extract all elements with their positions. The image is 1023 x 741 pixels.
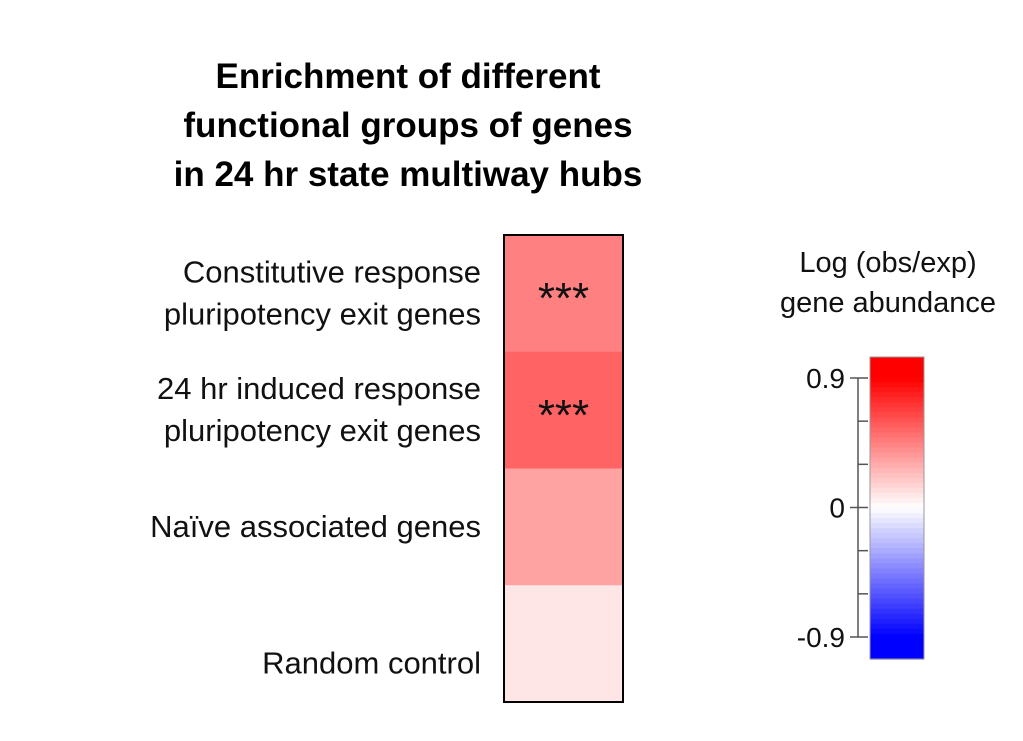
colorbar-segment	[870, 528, 924, 534]
colorbar-segment	[870, 442, 924, 449]
colorbar-segment	[870, 457, 924, 464]
heatmap-cell	[504, 468, 623, 586]
colorbar-segment	[870, 362, 924, 368]
colorbar-segment	[870, 558, 924, 564]
row-label: Random control	[262, 646, 481, 681]
colorbar-segment	[870, 508, 924, 514]
colorbar-frame	[869, 356, 925, 660]
heatmap-cells	[504, 235, 623, 703]
row-label: pluripotency exit genes	[164, 296, 481, 331]
row-label: Naïve associated genes	[150, 509, 481, 544]
row-labels: Constitutive response pluripotency exit g…	[150, 254, 481, 680]
colorbar-segment	[870, 372, 924, 378]
colorbar-segment	[870, 598, 924, 605]
colorbar-segment	[870, 653, 924, 660]
colorbar-segment	[870, 513, 924, 519]
colorbar-segment	[870, 382, 924, 388]
colorbar-segment	[870, 417, 924, 424]
colorbar-segment	[870, 377, 924, 383]
colorbar-segment	[870, 533, 924, 539]
colorbar-segment	[870, 397, 924, 403]
colorbar-tick-label: 0.9	[806, 363, 845, 394]
significance-stars: ***	[538, 391, 589, 440]
colorbar-segment	[870, 648, 924, 655]
colorbar-segment	[870, 477, 924, 484]
heatmap-frame	[503, 234, 624, 703]
colorbar-segment	[870, 432, 924, 439]
colorbar-segment	[870, 593, 924, 600]
colorbar-segment	[870, 497, 924, 504]
colorbar-segment	[870, 633, 924, 640]
colorbar-segment	[870, 538, 924, 544]
colorbar-segment	[870, 402, 924, 408]
row-label: 24 hr induced response	[157, 371, 481, 406]
heatmap-cell	[504, 351, 623, 469]
colorbar-segment	[870, 452, 924, 459]
colorbar-segment	[870, 427, 924, 434]
colorbar-segment	[870, 482, 924, 489]
colorbar-segment	[870, 643, 924, 650]
chart-title: Enrichment of different functional groups…	[174, 57, 643, 194]
colorbar-segment	[870, 613, 924, 620]
colorbar-tick-label: -0.9	[797, 622, 845, 653]
colorbar-segment	[870, 638, 924, 645]
colorbar-segment	[870, 628, 924, 635]
colorbar-segment	[870, 588, 924, 595]
colorbar-segment	[870, 523, 924, 529]
colorbar-segment	[870, 437, 924, 444]
legend-title-line: Log (obs/exp)	[799, 247, 976, 279]
colorbar-segment	[870, 603, 924, 610]
heatmap-cell	[504, 585, 623, 703]
colorbar-segment	[870, 447, 924, 454]
colorbar-segment	[870, 467, 924, 474]
colorbar-segment	[870, 502, 924, 509]
colorbar-segment	[870, 623, 924, 630]
colorbar-segment	[870, 583, 924, 590]
colorbar-segment	[870, 548, 924, 554]
row-label: pluripotency exit genes	[164, 413, 481, 448]
color-legend: Log (obs/exp) gene abundance 0.9 0 -0.9	[780, 247, 996, 660]
colorbar-segment	[870, 518, 924, 524]
chart-title-line: in 24 hr state multiway hubs	[174, 155, 643, 194]
colorbar-segment	[870, 392, 924, 398]
chart-title-line: functional groups of genes	[183, 106, 632, 145]
colorbar-segment	[870, 543, 924, 549]
colorbar-segment	[870, 487, 924, 494]
colorbar-segment	[870, 618, 924, 625]
colorbar-segment	[870, 422, 924, 429]
colorbar-segment	[870, 472, 924, 479]
colorbar-segment	[870, 553, 924, 559]
colorbar-segment	[870, 412, 924, 418]
colorbar-segment	[870, 608, 924, 615]
significance-stars: ***	[538, 274, 589, 323]
chart-title-line: Enrichment of different	[215, 57, 600, 96]
colorbar-segment	[870, 568, 924, 575]
colorbar-segment	[870, 357, 924, 363]
colorbar-segment	[870, 387, 924, 393]
colorbar-segment	[870, 367, 924, 373]
colorbar-segment	[870, 492, 924, 499]
row-label: Constitutive response	[183, 254, 481, 289]
colorbar-segment	[870, 462, 924, 469]
colorbar-tick-label: 0	[829, 493, 845, 524]
colorbar-segment	[870, 578, 924, 585]
colorbar-segment	[870, 573, 924, 580]
heatmap-cell	[504, 235, 623, 353]
colorbar-segment	[870, 407, 924, 413]
colorbar-segment	[870, 563, 924, 569]
significance-annotations: *** ***	[538, 274, 589, 440]
legend-title-line: gene abundance	[780, 287, 996, 319]
